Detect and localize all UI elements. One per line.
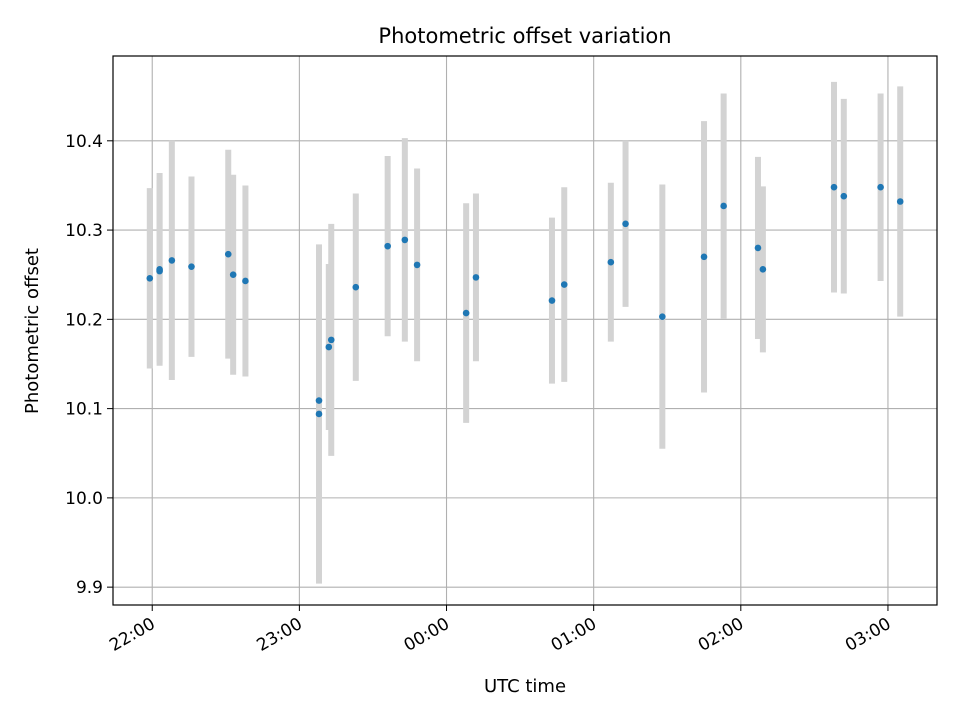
data-point	[325, 343, 333, 351]
data-point	[315, 397, 323, 404]
data-point	[700, 253, 708, 261]
data-point	[720, 202, 727, 210]
data-point	[401, 236, 409, 244]
y-tick-label: 10.3	[65, 221, 103, 241]
data-point	[607, 258, 615, 266]
y-tick-label: 10.0	[65, 489, 103, 509]
data-point	[156, 267, 163, 275]
data-points	[146, 183, 904, 418]
data-point	[560, 281, 568, 288]
y-tick-label: 10.2	[65, 310, 103, 330]
data-point	[188, 263, 195, 270]
data-point	[759, 266, 767, 273]
data-point	[315, 410, 323, 418]
data-point	[548, 297, 556, 304]
data-point	[622, 220, 629, 228]
data-point	[877, 183, 884, 191]
data-point	[146, 274, 154, 282]
data-point	[327, 336, 335, 344]
data-point	[224, 250, 232, 258]
y-tick-label: 10.1	[65, 400, 103, 420]
data-point	[830, 183, 838, 191]
y-tick-label: 10.4	[65, 132, 103, 152]
grid	[113, 56, 937, 605]
chart-title: Photometric offset variation	[378, 24, 671, 48]
data-point	[352, 283, 360, 291]
data-point	[168, 257, 176, 264]
y-axis-ticks: 9.9 10.0 10.1 10.2 10.3 10.4	[65, 132, 113, 598]
data-point	[229, 271, 237, 279]
data-point	[754, 244, 762, 252]
data-point	[472, 274, 480, 281]
plot-frame	[112, 55, 938, 606]
y-tick-label: 9.9	[76, 578, 103, 598]
x-axis-label: UTC time	[484, 676, 566, 697]
data-point	[896, 198, 904, 205]
data-point	[242, 277, 249, 285]
data-point	[384, 242, 391, 250]
data-point	[462, 309, 470, 317]
data-point	[413, 261, 421, 269]
y-axis-label: Photometric offset	[22, 248, 43, 414]
data-point	[659, 313, 666, 320]
data-point	[840, 192, 848, 200]
